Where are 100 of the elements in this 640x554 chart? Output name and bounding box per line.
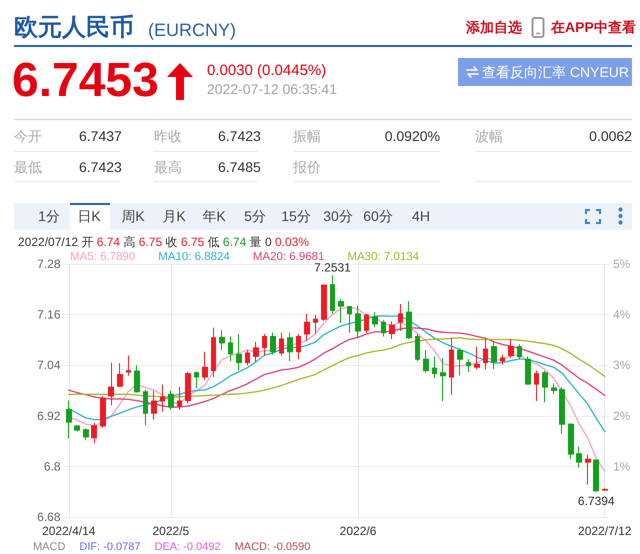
text: 周K	[121, 208, 145, 224]
text: 60分	[363, 208, 393, 224]
candlestick	[91, 422, 97, 444]
candlestick	[168, 390, 174, 410]
text: 添加自选	[466, 19, 522, 35]
candlestick	[202, 351, 208, 380]
candlestick	[474, 346, 480, 370]
text: 最低	[14, 159, 42, 175]
line-series	[68, 327, 606, 408]
text: 0.0062	[589, 128, 632, 144]
candlestick	[415, 333, 420, 362]
text: 30分	[323, 208, 353, 224]
text: DIF: -0.0787	[79, 541, 141, 553]
annotation: 7.2531	[314, 260, 352, 274]
candlestick	[389, 320, 395, 340]
text: 6.7423	[79, 159, 122, 175]
candlestick	[449, 337, 454, 396]
candlestick	[576, 446, 582, 468]
text: 波幅	[475, 128, 503, 144]
candlestick	[211, 327, 216, 378]
candlestick	[491, 340, 497, 370]
candlestick	[83, 428, 89, 441]
x-tick-label: 2022/5	[152, 524, 190, 538]
text: MACD: -0.0590	[234, 541, 310, 553]
y2-tick-label: 4%	[613, 308, 631, 322]
candlestick	[440, 358, 446, 402]
text: 0.0030 (0.0445%)	[207, 62, 326, 78]
y-tick-label: 7.16	[37, 308, 61, 322]
text: 6.7453	[12, 54, 159, 107]
line-series	[68, 337, 606, 398]
candlestick	[134, 364, 140, 394]
text: MA20: 6.9681	[252, 251, 324, 263]
text: 欧元人民币	[14, 14, 134, 41]
text: MA30: 7.0134	[347, 251, 420, 263]
text: MA5: 6.7890	[70, 251, 136, 263]
x-tick-label: 2022/7/12	[578, 524, 632, 538]
candlestick	[457, 348, 463, 376]
candlestick	[508, 338, 514, 359]
candlestick	[228, 336, 233, 362]
candlestick	[500, 354, 505, 365]
candlestick	[74, 425, 80, 432]
candlestick	[287, 332, 293, 362]
candlestick	[126, 355, 131, 376]
text: (EURCNY)	[148, 20, 236, 40]
text: 昨收	[154, 128, 182, 144]
candlestick	[338, 298, 344, 324]
candlestick	[262, 333, 267, 356]
candlestick	[551, 382, 557, 395]
text: 0.0920%	[384, 128, 440, 144]
candlestick	[364, 313, 369, 334]
text: MA10: 6.8824	[158, 251, 230, 263]
candlestick	[559, 386, 565, 434]
candlestick	[517, 344, 522, 360]
candlestick	[100, 395, 106, 428]
candlestick	[296, 333, 301, 360]
candlestick	[279, 332, 284, 356]
x-tick-label: 2022/4/14	[42, 524, 96, 538]
text: 15分	[281, 208, 311, 224]
y2-tick-label: 3%	[613, 358, 631, 372]
candlestick	[304, 313, 310, 342]
candlestick	[398, 304, 403, 332]
text: 1分	[38, 208, 60, 224]
text: 报价	[293, 159, 321, 175]
text: 日K	[77, 208, 101, 224]
y-tick-label: 7.28	[37, 257, 61, 271]
y-tick-label: 6.92	[37, 408, 61, 423]
candlestick	[355, 305, 361, 338]
y-tick-label: 6.68	[37, 510, 61, 524]
candlestick	[602, 488, 608, 492]
candlestick	[236, 333, 242, 372]
candlestick	[432, 356, 437, 379]
candlestick	[466, 358, 471, 372]
candlestick	[177, 386, 182, 410]
candlestick	[185, 371, 191, 404]
text: 今开	[14, 128, 42, 144]
text: 最高	[154, 159, 182, 175]
candlestick	[381, 320, 386, 338]
candlestick	[313, 314, 318, 334]
candlestick	[66, 400, 72, 440]
y2-tick-label: 2%	[613, 408, 631, 423]
candlestick	[347, 305, 352, 334]
candlestick	[568, 422, 574, 460]
text: MACD	[33, 541, 66, 553]
candlestick	[423, 350, 429, 374]
candlestick	[219, 330, 225, 351]
candlestick	[483, 338, 488, 370]
text: 6.7485	[218, 159, 261, 175]
candlestick	[593, 458, 599, 492]
text: 6.7423	[218, 128, 261, 144]
text: 2022-07-12 06:35:41	[207, 81, 337, 97]
text: 2022/07/12 开 6.74 高 6.75 收 6.75 低 6.74 量 0 0.03%	[18, 235, 309, 249]
candlestick	[253, 342, 259, 362]
y2-tick-label: 1%	[613, 459, 631, 474]
candlestick	[151, 390, 157, 420]
text: 年K	[202, 208, 226, 224]
annotation: 6.7394	[578, 494, 615, 508]
candlestick	[245, 350, 250, 366]
candlestick	[194, 371, 199, 389]
candlestick	[143, 389, 148, 426]
y-tick-label: 7.04	[37, 358, 61, 372]
